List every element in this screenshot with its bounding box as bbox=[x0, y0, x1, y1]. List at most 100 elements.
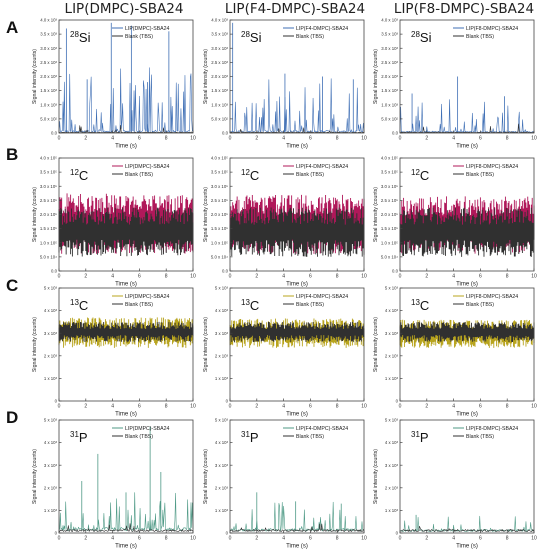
x-tick-label: 10 bbox=[361, 404, 367, 410]
x-tick-label: 6 bbox=[138, 136, 141, 142]
isotope-symbol: P bbox=[420, 430, 429, 445]
isotope-label: 28Si bbox=[70, 30, 91, 45]
isotope-mass: 31 bbox=[70, 430, 79, 439]
isotope-symbol: P bbox=[250, 430, 259, 445]
y-tick-label: 4 x 10³ bbox=[215, 308, 229, 313]
y-tick-label: 3.0 x 10⁵ bbox=[211, 184, 228, 189]
isotope-symbol: C bbox=[420, 298, 429, 313]
chart-panel-b-1: 0 2 4 6 8 10 0.0 5.0 x 10⁴ 1.0 x 10⁵ 1.5 x 10⁵ 2.0… bbox=[32, 156, 196, 288]
y-tick-label: 0 bbox=[226, 531, 229, 536]
x-tick-label: 4 bbox=[282, 404, 285, 410]
legend-label: LIP(F4-DMPC)-SBA24 bbox=[296, 426, 348, 432]
y-tick-label: 5.0 x 10⁴ bbox=[40, 254, 57, 259]
x-tick-label: 4 bbox=[452, 274, 455, 280]
x-tick-label: 8 bbox=[336, 274, 339, 280]
x-tick-label: 6 bbox=[479, 136, 482, 142]
y-tick-label: 5.0 x 10⁴ bbox=[381, 254, 398, 259]
y-tick-label: 4 x 10³ bbox=[385, 308, 399, 313]
y-tick-label: 2.5 x 10⁵ bbox=[211, 198, 228, 203]
x-tick-label: 0 bbox=[229, 404, 232, 410]
isotope-mass: 12 bbox=[241, 168, 250, 177]
legend-label: Blank (TBS) bbox=[125, 302, 153, 308]
isotope-label: 13C bbox=[70, 298, 88, 313]
chart-panel-d-1: 0 2 4 6 8 10 0 1 x 10³ 2 x 10³ 3 x 10³ 4 x 10³ 5 x … bbox=[32, 418, 196, 550]
isotope-label: 13C bbox=[241, 298, 259, 313]
y-axis-label: Signal intensity (counts) bbox=[203, 187, 209, 242]
x-tick-label: 6 bbox=[309, 136, 312, 142]
y-tick-label: 1.0 x 10⁵ bbox=[40, 240, 57, 245]
y-tick-label: 1.0 x 10³ bbox=[211, 102, 228, 107]
y-tick-label: 3.0 x 10⁵ bbox=[381, 184, 398, 189]
y-tick-label: 2.5 x 10⁵ bbox=[40, 198, 57, 203]
isotope-label: 31P bbox=[241, 430, 259, 445]
isotope-label: 12C bbox=[241, 168, 259, 183]
legend-label: Blank (TBS) bbox=[466, 302, 494, 308]
x-axis-label: Time (s) bbox=[456, 412, 478, 418]
legend-label: Blank (TBS) bbox=[296, 172, 324, 178]
x-tick-label: 4 bbox=[111, 536, 114, 542]
x-tick-label: 8 bbox=[165, 274, 168, 280]
legend-label: Blank (TBS) bbox=[125, 34, 153, 40]
x-tick-label: 8 bbox=[506, 274, 509, 280]
y-tick-label: 0.0 bbox=[222, 131, 229, 136]
legend-label: Blank (TBS) bbox=[125, 172, 153, 178]
y-axis-label: Signal intensity (counts) bbox=[373, 187, 379, 242]
x-tick-label: 0 bbox=[399, 274, 402, 280]
y-tick-label: 4.0 x 10⁵ bbox=[40, 156, 57, 161]
y-axis-label: Signal intensity (counts) bbox=[373, 449, 379, 504]
x-tick-label: 10 bbox=[531, 404, 537, 410]
y-tick-label: 5 x 10³ bbox=[215, 286, 229, 291]
x-tick-label: 0 bbox=[58, 404, 61, 410]
x-tick-label: 6 bbox=[309, 536, 312, 542]
y-tick-label: 2.5 x 10³ bbox=[381, 60, 398, 65]
x-axis-label: Time (s) bbox=[286, 412, 308, 418]
y-tick-label: 5.0 x 10⁴ bbox=[211, 254, 228, 259]
legend-label: Blank (TBS) bbox=[296, 302, 324, 308]
isotope-label: 31P bbox=[70, 430, 88, 445]
x-tick-label: 0 bbox=[399, 136, 402, 142]
y-tick-label: 0 bbox=[55, 399, 58, 404]
y-tick-label: 3.5 x 10⁵ bbox=[211, 170, 228, 175]
y-tick-label: 3.5 x 10³ bbox=[40, 32, 57, 37]
y-tick-label: 3 x 10³ bbox=[385, 331, 399, 336]
x-tick-label: 6 bbox=[138, 404, 141, 410]
y-tick-label: 1.5 x 10³ bbox=[211, 88, 228, 93]
x-tick-label: 8 bbox=[336, 536, 339, 542]
isotope-symbol: Si bbox=[79, 30, 91, 45]
x-axis-label: Time (s) bbox=[456, 544, 478, 550]
column-title-1: LIP(DMPC)-SBA24 bbox=[64, 1, 184, 17]
y-tick-label: 2.0 x 10³ bbox=[40, 74, 57, 79]
x-axis-label: Time (s) bbox=[115, 144, 137, 150]
legend-label: LIP(DMPC)-SBA24 bbox=[125, 294, 170, 300]
y-tick-label: 2.5 x 10⁵ bbox=[381, 198, 398, 203]
y-tick-label: 1.5 x 10⁵ bbox=[211, 226, 228, 231]
x-tick-label: 2 bbox=[425, 404, 428, 410]
series-line-sample bbox=[399, 515, 535, 532]
x-tick-label: 2 bbox=[255, 136, 258, 142]
x-tick-label: 2 bbox=[425, 274, 428, 280]
x-tick-label: 4 bbox=[452, 536, 455, 542]
plot-frame bbox=[58, 419, 194, 534]
legend-label: Blank (TBS) bbox=[466, 434, 494, 440]
y-tick-label: 1.0 x 10³ bbox=[381, 102, 398, 107]
y-tick-label: 4.0 x 10³ bbox=[381, 18, 398, 23]
isotope-mass: 13 bbox=[411, 298, 420, 307]
isotope-mass: 31 bbox=[411, 430, 420, 439]
y-tick-label: 1 x 10³ bbox=[215, 508, 229, 513]
isotope-mass: 13 bbox=[70, 298, 79, 307]
isotope-symbol: C bbox=[79, 298, 88, 313]
x-tick-label: 10 bbox=[190, 136, 196, 142]
y-tick-label: 3 x 10³ bbox=[44, 331, 58, 336]
x-tick-label: 10 bbox=[190, 536, 196, 542]
y-tick-label: 2 x 10³ bbox=[215, 485, 229, 490]
y-tick-label: 0.0 bbox=[392, 269, 399, 274]
y-tick-label: 4.0 x 10⁵ bbox=[381, 156, 398, 161]
isotope-mass: 28 bbox=[70, 30, 79, 39]
series-line-blank bbox=[229, 523, 365, 532]
y-tick-label: 1.0 x 10⁵ bbox=[381, 240, 398, 245]
legend-label: Blank (TBS) bbox=[466, 172, 494, 178]
y-tick-label: 5 x 10³ bbox=[44, 286, 58, 291]
isotope-symbol: Si bbox=[250, 30, 262, 45]
x-tick-label: 8 bbox=[506, 536, 509, 542]
